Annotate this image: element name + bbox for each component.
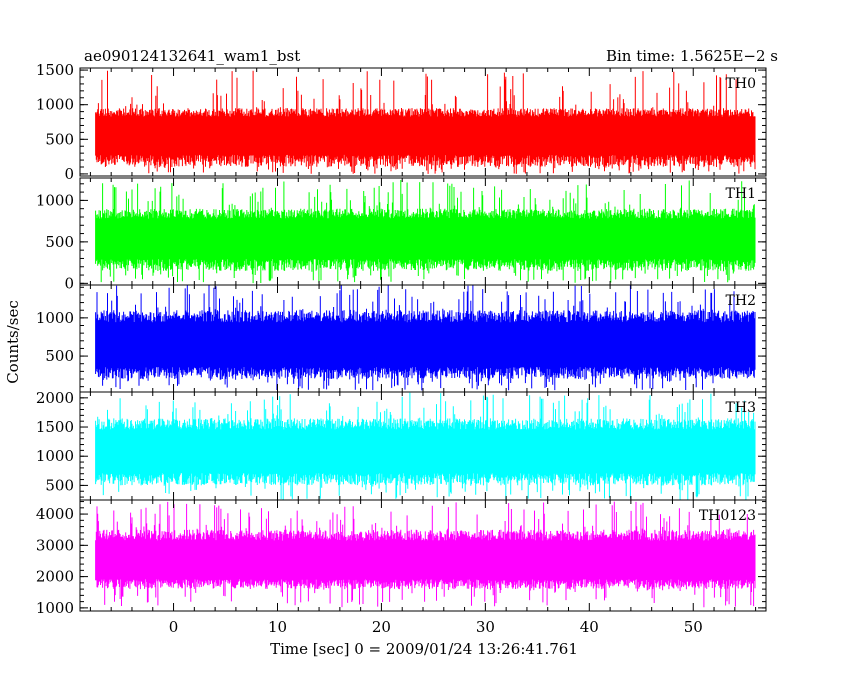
y-tick-label: 1500 <box>36 61 74 79</box>
bin-time-label: Bin time: 1.5625E−2 s <box>606 47 778 65</box>
y-tick-label: 4000 <box>36 505 74 523</box>
y-tick-label: 0 <box>64 274 74 292</box>
y-tick-label: 500 <box>45 347 74 365</box>
series-th3 <box>95 392 756 500</box>
series-th0 <box>95 70 756 174</box>
panel-th0: 0 500 1000 1500 TH0 <box>36 61 767 183</box>
y-tick-label: 1000 <box>36 447 74 465</box>
y-tick-label: 1000 <box>36 309 74 327</box>
panel-label-th1: TH1 <box>726 186 756 202</box>
series-th2 <box>95 285 756 391</box>
panel-th1: 0 500 1000 TH1 <box>36 177 767 292</box>
y-tick-label: 1000 <box>36 191 74 209</box>
x-tick-label: 20 <box>372 618 391 636</box>
x-tick-label: 50 <box>684 618 703 636</box>
panel-label-th3: TH3 <box>726 400 756 416</box>
panel-label-th0123: TH0123 <box>699 508 756 524</box>
chart-title: ae090124132641_wam1_bst <box>84 47 300 65</box>
panel-label-th2: TH2 <box>726 293 756 309</box>
series-th0123 <box>95 501 756 608</box>
y-tick-label: 1000 <box>36 599 74 617</box>
series-th1 <box>95 180 756 284</box>
y-axis-title: Counts/sec <box>4 300 22 384</box>
y-tick-label: 2000 <box>36 568 74 586</box>
y-tick-label: 500 <box>45 233 74 251</box>
y-tick-label: 500 <box>45 476 74 494</box>
x-tick-label: 10 <box>268 618 287 636</box>
x-tick-label: 30 <box>476 618 495 636</box>
x-tick-label: 40 <box>580 618 599 636</box>
panel-th3: 500 1000 1500 2000 TH3 <box>36 389 767 501</box>
panel-th2: 500 1000 TH2 <box>36 284 767 393</box>
y-tick-label: 2000 <box>36 389 74 407</box>
y-tick-label: 500 <box>45 130 74 148</box>
x-axis-title: Time [sec] 0 = 2009/01/24 13:26:41.761 <box>270 640 578 658</box>
y-tick-label: 1500 <box>36 418 74 436</box>
x-tick-label: 0 <box>169 618 179 636</box>
y-tick-label: 1000 <box>36 96 74 114</box>
y-tick-label: 0 <box>64 165 74 183</box>
panel-th0123: 1000 2000 3000 4000 TH0123 <box>36 499 767 617</box>
panel-label-th0: TH0 <box>726 76 756 92</box>
y-tick-label: 3000 <box>36 536 74 554</box>
